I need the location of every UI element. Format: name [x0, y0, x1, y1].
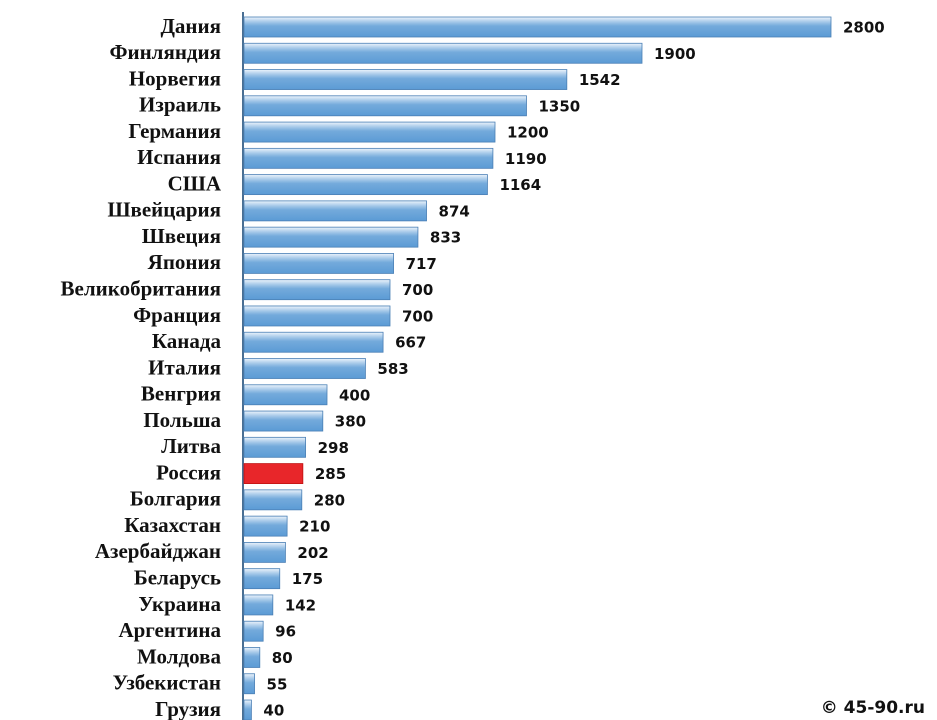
value-label: 1190 [505, 150, 547, 168]
value-label: 96 [275, 623, 296, 641]
bar [243, 489, 303, 511]
category-label: Грузия [155, 697, 221, 720]
category-label: Казахстан [124, 513, 221, 537]
value-label: 80 [272, 649, 293, 667]
category-label: Норвегия [129, 66, 221, 90]
category-label: Швейцария [107, 198, 221, 222]
category-label: США [168, 171, 222, 195]
category-label: Азербайджан [95, 539, 221, 563]
credit: © 45-90.ru [821, 698, 925, 718]
category-label: Германия [128, 119, 221, 143]
value-label: 285 [315, 465, 346, 483]
category-label: Великобритания [61, 277, 221, 301]
bar [243, 384, 328, 406]
bar [243, 358, 366, 379]
bar [243, 279, 391, 301]
category-label: Франция [133, 303, 221, 327]
bar [243, 95, 527, 117]
value-label: 667 [395, 334, 426, 352]
bar [243, 515, 288, 537]
bar [243, 147, 494, 169]
category-label: Узбекистан [113, 671, 221, 695]
category-label: Польша [143, 408, 221, 432]
value-label: 874 [439, 202, 470, 220]
value-label: 175 [292, 570, 323, 588]
value-label: 700 [402, 281, 433, 299]
bar [243, 226, 419, 248]
category-label: Швеция [142, 224, 221, 248]
value-label: 1164 [499, 176, 541, 194]
value-label: 210 [299, 518, 330, 536]
category-label: Япония [148, 250, 221, 274]
bar [243, 69, 568, 90]
bar [243, 174, 488, 196]
category-label: Финляндия [109, 40, 221, 64]
bar [243, 647, 261, 668]
category-label: Литва [161, 434, 221, 458]
category-label: Болгария [130, 487, 221, 511]
bar [243, 200, 427, 222]
bar [243, 121, 496, 143]
category-label: Канада [152, 329, 222, 353]
value-label: 142 [285, 596, 316, 614]
bar [243, 331, 384, 353]
value-label: 1542 [579, 71, 621, 89]
value-label: 1350 [539, 97, 581, 115]
value-label: 700 [402, 307, 433, 325]
value-label: 583 [377, 360, 408, 378]
value-label: 40 [263, 702, 284, 720]
category-label: Молдова [137, 644, 221, 668]
bar [243, 42, 643, 64]
category-label: Венгрия [141, 382, 221, 406]
bar [243, 410, 324, 432]
category-label: Украина [138, 592, 221, 616]
value-label: 1900 [654, 45, 696, 63]
bar [243, 305, 391, 327]
bar [243, 673, 255, 695]
bar [243, 253, 394, 274]
bar [243, 16, 832, 38]
bar [243, 699, 252, 720]
value-label: 1200 [507, 124, 549, 142]
value-label: 717 [406, 255, 437, 273]
category-label: Италия [148, 355, 221, 379]
category-label: Беларусь [134, 565, 221, 589]
value-label: 400 [339, 386, 370, 404]
bar [243, 463, 304, 484]
bar [243, 542, 286, 563]
value-label: 298 [318, 439, 349, 457]
category-label: Россия [156, 460, 221, 484]
value-label: 2800 [843, 19, 885, 37]
bar [243, 436, 306, 458]
category-label: Испания [137, 145, 221, 169]
value-label: 833 [430, 229, 461, 247]
category-label: Аргентина [118, 618, 221, 642]
category-label: Израиль [139, 93, 221, 117]
value-label: 280 [314, 491, 345, 509]
bar [243, 620, 264, 642]
value-label: 202 [297, 544, 328, 562]
value-label: 380 [335, 413, 366, 431]
bar [243, 568, 281, 590]
value-label: 55 [267, 675, 288, 693]
category-label: Дания [160, 14, 221, 38]
bar [243, 594, 274, 616]
